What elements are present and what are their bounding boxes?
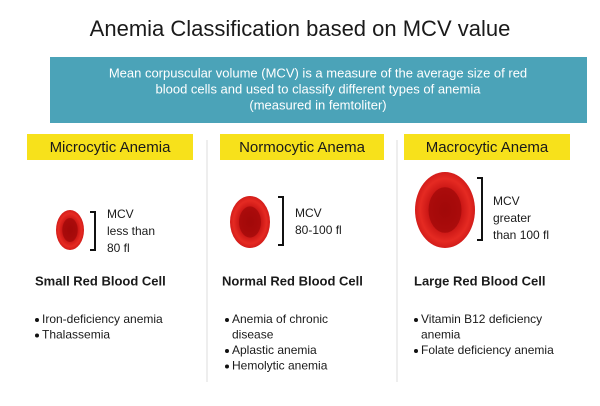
title: Anemia Classification based on MCV value [90,16,511,41]
banner-text: blood cells and used to classify differe… [156,81,482,96]
bullet [35,333,39,338]
bullet [414,349,418,353]
heading-box [404,134,570,160]
item-text: Aplastic anemia [232,343,317,357]
mcv-text: MCV [493,194,520,208]
mcv-text: less than [107,224,155,238]
bullet [225,318,229,322]
cell-center [428,187,462,233]
item-text: Thalassemia [42,328,110,342]
column-heading: Microcytic Anemia [50,139,172,156]
bullet [35,318,39,322]
heading-box [220,134,384,160]
item-text: Anemia of chronic [232,312,328,326]
bracket [278,196,284,246]
bracket [90,211,96,251]
item-text: Iron-deficiency anemia [42,312,163,326]
item-text: Folate deficiency anemia [421,343,554,357]
item-text: anemia [421,328,461,342]
item-text: Hemolytic anemia [232,359,328,373]
cell-center [239,206,261,238]
mcv-text: 80-100 fl [295,223,342,237]
mcv-text: MCV [107,207,134,221]
mcv-text: 80 fl [107,241,130,255]
cell-label: Large Red Blood Cell [414,273,545,288]
bullet [414,318,418,322]
bullet [225,364,229,369]
column-heading: Normocytic Anema [239,139,366,156]
column-heading: Macrocytic Anema [426,139,549,156]
cell-center [62,218,78,242]
mcv-text: MCV [295,206,322,220]
banner-text: (measured in femtoliter) [249,97,386,112]
banner-text: Mean corpuscular volume (MCV) is a measu… [109,65,527,80]
item-text: disease [232,328,274,342]
bullet [225,349,229,353]
bracket [477,177,483,241]
mcv-text: greater [493,211,531,225]
heading-box [27,134,193,160]
cell-label: Normal Red Blood Cell [222,273,363,288]
mcv-text: than 100 fl [493,228,549,242]
cell-label: Small Red Blood Cell [35,273,166,288]
item-text: Vitamin B12 deficiency [421,312,542,326]
banner [50,57,587,123]
